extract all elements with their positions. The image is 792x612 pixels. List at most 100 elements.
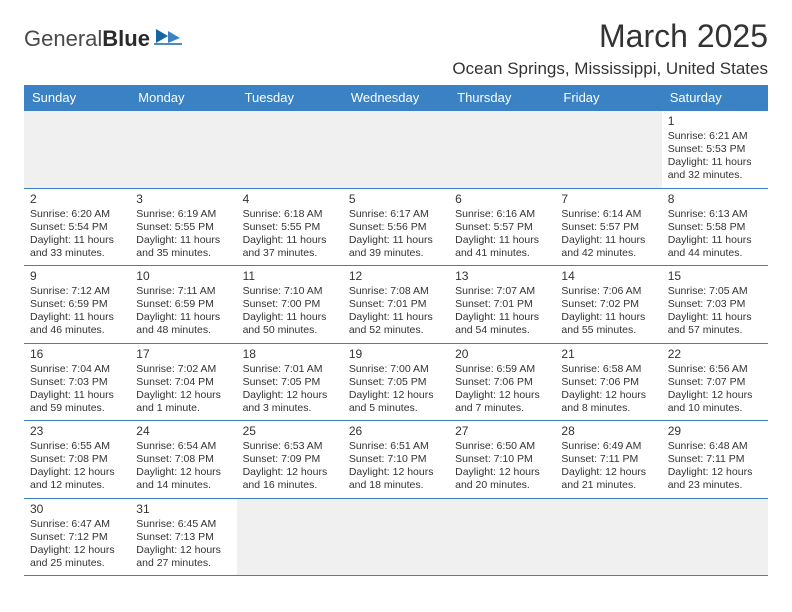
calendar-cell: 13Sunrise: 7:07 AMSunset: 7:01 PMDayligh… xyxy=(449,266,555,344)
sunset-text: Sunset: 5:53 PM xyxy=(668,143,762,156)
flag-icon xyxy=(154,27,182,52)
day-number: 9 xyxy=(30,269,124,284)
calendar-cell: 20Sunrise: 6:59 AMSunset: 7:06 PMDayligh… xyxy=(449,343,555,421)
sunrise-text: Sunrise: 6:53 AM xyxy=(243,440,337,453)
day-number: 14 xyxy=(561,269,655,284)
day-header: Wednesday xyxy=(343,85,449,111)
calendar-cell: 2Sunrise: 6:20 AMSunset: 5:54 PMDaylight… xyxy=(24,188,130,266)
sunrise-text: Sunrise: 6:49 AM xyxy=(561,440,655,453)
sunrise-text: Sunrise: 7:11 AM xyxy=(136,285,230,298)
sunset-text: Sunset: 5:58 PM xyxy=(668,221,762,234)
daylight-text: and 23 minutes. xyxy=(668,479,762,492)
daylight-text: Daylight: 11 hours xyxy=(136,311,230,324)
sunrise-text: Sunrise: 6:18 AM xyxy=(243,208,337,221)
sunrise-text: Sunrise: 6:17 AM xyxy=(349,208,443,221)
sunrise-text: Sunrise: 6:56 AM xyxy=(668,363,762,376)
calendar-cell xyxy=(662,498,768,576)
calendar-cell xyxy=(449,498,555,576)
calendar-week-row: 30Sunrise: 6:47 AMSunset: 7:12 PMDayligh… xyxy=(24,498,768,576)
daylight-text: and 41 minutes. xyxy=(455,247,549,260)
calendar-cell: 16Sunrise: 7:04 AMSunset: 7:03 PMDayligh… xyxy=(24,343,130,421)
daylight-text: and 12 minutes. xyxy=(30,479,124,492)
sunset-text: Sunset: 7:04 PM xyxy=(136,376,230,389)
sunset-text: Sunset: 7:13 PM xyxy=(136,531,230,544)
sunset-text: Sunset: 5:55 PM xyxy=(243,221,337,234)
daylight-text: Daylight: 11 hours xyxy=(30,234,124,247)
calendar-cell: 17Sunrise: 7:02 AMSunset: 7:04 PMDayligh… xyxy=(130,343,236,421)
logo-word1: General xyxy=(24,26,102,51)
title-block: March 2025 Ocean Springs, Mississippi, U… xyxy=(452,18,768,79)
day-number: 3 xyxy=(136,192,230,207)
day-number: 26 xyxy=(349,424,443,439)
calendar-cell xyxy=(449,111,555,189)
calendar-week-row: 1Sunrise: 6:21 AMSunset: 5:53 PMDaylight… xyxy=(24,111,768,189)
sunrise-text: Sunrise: 7:05 AM xyxy=(668,285,762,298)
daylight-text: Daylight: 11 hours xyxy=(668,156,762,169)
sunset-text: Sunset: 7:06 PM xyxy=(455,376,549,389)
daylight-text: Daylight: 12 hours xyxy=(561,466,655,479)
sunrise-text: Sunrise: 7:08 AM xyxy=(349,285,443,298)
daylight-text: and 18 minutes. xyxy=(349,479,443,492)
sunset-text: Sunset: 7:07 PM xyxy=(668,376,762,389)
day-number: 19 xyxy=(349,347,443,362)
day-header: Thursday xyxy=(449,85,555,111)
daylight-text: Daylight: 12 hours xyxy=(455,389,549,402)
sunset-text: Sunset: 7:08 PM xyxy=(30,453,124,466)
calendar-cell xyxy=(237,498,343,576)
daylight-text: and 21 minutes. xyxy=(561,479,655,492)
calendar-cell: 8Sunrise: 6:13 AMSunset: 5:58 PMDaylight… xyxy=(662,188,768,266)
day-header: Tuesday xyxy=(237,85,343,111)
calendar-week-row: 23Sunrise: 6:55 AMSunset: 7:08 PMDayligh… xyxy=(24,421,768,499)
daylight-text: Daylight: 12 hours xyxy=(136,389,230,402)
logo: GeneralBlue xyxy=(24,26,182,52)
sunset-text: Sunset: 7:01 PM xyxy=(349,298,443,311)
daylight-text: and 42 minutes. xyxy=(561,247,655,260)
daylight-text: and 16 minutes. xyxy=(243,479,337,492)
day-header: Friday xyxy=(555,85,661,111)
day-number: 12 xyxy=(349,269,443,284)
daylight-text: Daylight: 11 hours xyxy=(668,234,762,247)
daylight-text: Daylight: 12 hours xyxy=(668,389,762,402)
daylight-text: and 46 minutes. xyxy=(30,324,124,337)
sunrise-text: Sunrise: 6:59 AM xyxy=(455,363,549,376)
sunset-text: Sunset: 5:57 PM xyxy=(455,221,549,234)
day-number: 15 xyxy=(668,269,762,284)
daylight-text: Daylight: 12 hours xyxy=(30,544,124,557)
calendar-cell: 5Sunrise: 6:17 AMSunset: 5:56 PMDaylight… xyxy=(343,188,449,266)
day-number: 20 xyxy=(455,347,549,362)
sunrise-text: Sunrise: 6:54 AM xyxy=(136,440,230,453)
calendar-header-row: Sunday Monday Tuesday Wednesday Thursday… xyxy=(24,85,768,111)
daylight-text: and 54 minutes. xyxy=(455,324,549,337)
daylight-text: Daylight: 12 hours xyxy=(349,389,443,402)
calendar-cell xyxy=(24,111,130,189)
calendar-cell xyxy=(130,111,236,189)
sunset-text: Sunset: 7:10 PM xyxy=(455,453,549,466)
day-number: 23 xyxy=(30,424,124,439)
daylight-text: and 50 minutes. xyxy=(243,324,337,337)
sunset-text: Sunset: 7:09 PM xyxy=(243,453,337,466)
location-subtitle: Ocean Springs, Mississippi, United State… xyxy=(452,59,768,79)
calendar-cell: 21Sunrise: 6:58 AMSunset: 7:06 PMDayligh… xyxy=(555,343,661,421)
sunset-text: Sunset: 7:08 PM xyxy=(136,453,230,466)
calendar-body: 1Sunrise: 6:21 AMSunset: 5:53 PMDaylight… xyxy=(24,111,768,576)
calendar-cell: 11Sunrise: 7:10 AMSunset: 7:00 PMDayligh… xyxy=(237,266,343,344)
calendar-cell: 27Sunrise: 6:50 AMSunset: 7:10 PMDayligh… xyxy=(449,421,555,499)
daylight-text: and 57 minutes. xyxy=(668,324,762,337)
calendar-cell: 4Sunrise: 6:18 AMSunset: 5:55 PMDaylight… xyxy=(237,188,343,266)
calendar-cell xyxy=(343,111,449,189)
daylight-text: and 55 minutes. xyxy=(561,324,655,337)
calendar-cell: 3Sunrise: 6:19 AMSunset: 5:55 PMDaylight… xyxy=(130,188,236,266)
sunset-text: Sunset: 5:54 PM xyxy=(30,221,124,234)
daylight-text: Daylight: 12 hours xyxy=(349,466,443,479)
sunrise-text: Sunrise: 7:04 AM xyxy=(30,363,124,376)
daylight-text: Daylight: 11 hours xyxy=(561,234,655,247)
daylight-text: and 59 minutes. xyxy=(30,402,124,415)
calendar-cell: 14Sunrise: 7:06 AMSunset: 7:02 PMDayligh… xyxy=(555,266,661,344)
month-title: March 2025 xyxy=(452,18,768,55)
sunrise-text: Sunrise: 6:48 AM xyxy=(668,440,762,453)
calendar-cell xyxy=(237,111,343,189)
sunrise-text: Sunrise: 6:58 AM xyxy=(561,363,655,376)
daylight-text: and 33 minutes. xyxy=(30,247,124,260)
sunrise-text: Sunrise: 6:55 AM xyxy=(30,440,124,453)
day-number: 6 xyxy=(455,192,549,207)
